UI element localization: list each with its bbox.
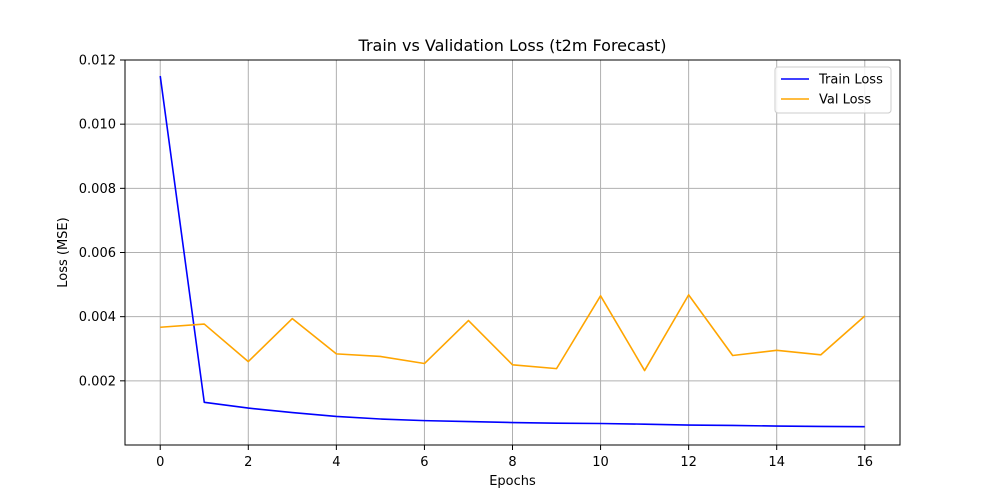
x-tick-label: 16: [856, 455, 873, 470]
chart-title: Train vs Validation Loss (t2m Forecast): [358, 36, 667, 55]
series-layer: [159, 75, 866, 428]
legend: Train Loss Val Loss: [774, 66, 892, 114]
x-tick-label: 0: [156, 455, 164, 470]
y-tick-label: 0.006: [79, 246, 116, 261]
x-tick-label: 10: [592, 455, 609, 470]
legend-label-train-loss: Train Loss: [818, 73, 883, 88]
x-axis-label: Epochs: [489, 474, 536, 489]
grid: [125, 59, 900, 445]
axis-ticks: 0 2 4 6 8 10 12 14 16 0.002 0.004 0.006 0.008 0.010 0.…: [79, 54, 873, 471]
y-tick-label: 0.004: [79, 310, 116, 325]
x-tick-label: 8: [508, 455, 516, 470]
legend-label-val-loss: Val Loss: [819, 93, 871, 108]
y-tick-label: 0.010: [79, 118, 116, 133]
x-tick-label: 14: [768, 455, 785, 470]
val-loss-line: [160, 294, 866, 372]
x-tick-label: 12: [680, 455, 697, 470]
y-axis-label: Loss (MSE): [56, 217, 71, 287]
x-tick-label: 4: [332, 455, 340, 470]
y-tick-label: 0.002: [79, 374, 116, 389]
y-tick-label: 0.008: [79, 182, 116, 197]
x-tick-label: 2: [244, 455, 252, 470]
y-tick-label: 0.012: [79, 54, 116, 69]
train-loss-line: [159, 75, 865, 428]
x-tick-label: 6: [420, 455, 428, 470]
